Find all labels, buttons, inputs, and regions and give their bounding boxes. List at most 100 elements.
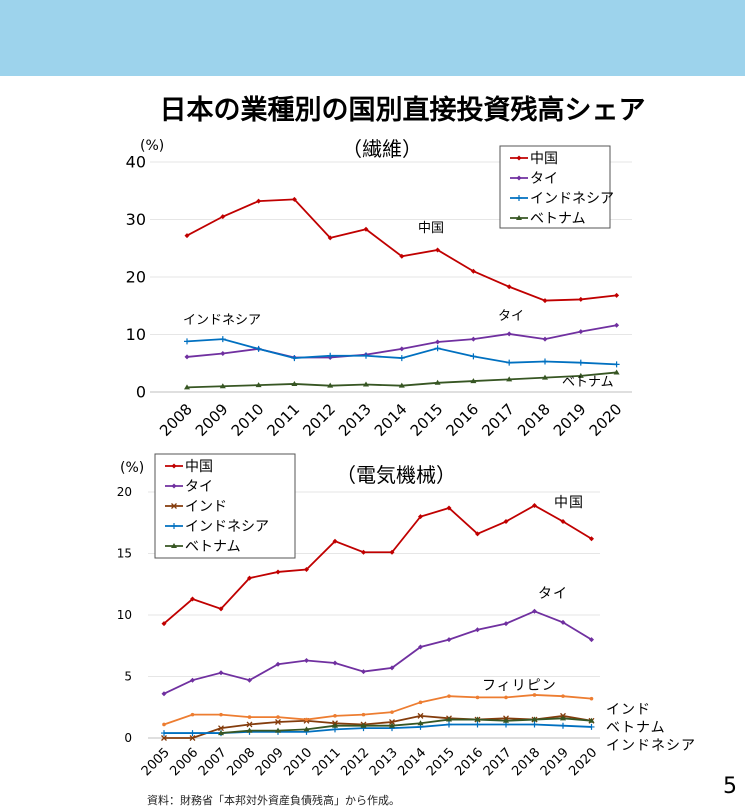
data-point	[360, 722, 367, 728]
data-point	[190, 677, 195, 683]
data-point	[218, 730, 224, 736]
data-point	[399, 346, 405, 352]
series-line	[164, 714, 592, 739]
data-point	[434, 345, 441, 352]
legend-label: インドネシア	[185, 519, 269, 535]
series-label: タイ	[498, 309, 524, 324]
data-point	[389, 665, 395, 671]
series-label: インドネシア	[606, 738, 696, 754]
series-label: 中国	[554, 495, 584, 511]
y-axis-label: (%)	[140, 138, 164, 154]
x-tick-label: 2016	[452, 745, 486, 779]
data-point	[219, 336, 226, 343]
x-tick-label: 2008	[156, 400, 196, 440]
page-title: 日本の業種別の国別直接投資残高シェア	[159, 95, 646, 126]
data-point	[446, 637, 452, 643]
data-point	[418, 700, 423, 705]
data-point	[474, 721, 481, 728]
x-tick-label: 2014	[395, 745, 429, 779]
data-point	[304, 717, 309, 722]
data-point	[218, 670, 224, 676]
chart-title: （電気機械）	[336, 463, 456, 487]
series-line	[163, 504, 592, 625]
data-point	[363, 226, 369, 232]
data-point	[189, 730, 196, 737]
series-line	[163, 694, 592, 726]
data-point	[247, 677, 252, 683]
data-point	[532, 503, 537, 509]
data-point	[304, 566, 309, 572]
page-number: 5	[723, 774, 737, 799]
data-point	[327, 352, 334, 359]
data-point	[589, 536, 594, 542]
data-point	[333, 714, 337, 718]
data-point	[220, 350, 226, 356]
y-tick-label: 0	[136, 383, 146, 402]
data-point	[399, 253, 405, 259]
data-point	[361, 549, 366, 555]
data-point	[470, 336, 476, 342]
data-point	[246, 721, 253, 728]
data-point	[417, 720, 424, 726]
x-tick-label: 2011	[310, 745, 344, 779]
data-point	[332, 722, 338, 728]
data-point	[613, 369, 620, 375]
data-point	[434, 379, 441, 385]
data-point	[361, 712, 366, 717]
series-line	[220, 717, 592, 734]
data-point	[418, 514, 423, 520]
x-tick-label: 2011	[263, 400, 303, 440]
data-point	[506, 331, 512, 337]
legend-marker	[171, 543, 177, 548]
legend-marker	[171, 483, 177, 489]
y-tick-label: 20	[126, 268, 146, 287]
data-point	[446, 505, 452, 511]
data-point	[506, 359, 513, 366]
y-tick-label: 0	[124, 731, 132, 745]
x-tick-label: 2017	[481, 745, 515, 779]
y-tick-label: 40	[126, 153, 146, 172]
series-line	[163, 610, 592, 695]
data-point	[218, 606, 224, 612]
legend-label: タイ	[530, 171, 558, 187]
data-point	[542, 358, 548, 365]
data-point	[560, 519, 566, 525]
data-point	[190, 596, 195, 602]
series-label: タイ	[538, 586, 568, 602]
x-tick-label: 2019	[550, 400, 590, 440]
data-point	[291, 380, 298, 386]
data-point	[184, 338, 190, 345]
x-tick-label: 2016	[442, 400, 482, 440]
data-point	[363, 381, 369, 387]
data-point	[532, 693, 537, 697]
x-tick-label: 2012	[299, 400, 339, 440]
data-point	[470, 268, 476, 274]
data-point	[613, 361, 620, 368]
data-point	[162, 722, 166, 727]
data-point	[589, 696, 594, 701]
series-line	[186, 324, 617, 359]
data-point	[561, 694, 565, 698]
data-point	[184, 384, 190, 390]
data-point	[389, 722, 395, 728]
legend-marker	[171, 463, 177, 469]
data-point	[161, 621, 167, 627]
series-label: 中国	[418, 221, 444, 236]
y-tick-label: 10	[117, 608, 132, 622]
series-label: ベトナム	[562, 375, 614, 390]
data-point	[542, 336, 548, 342]
x-tick-label: 2009	[192, 400, 232, 440]
legend-label: 中国	[185, 459, 213, 475]
data-point	[327, 235, 333, 241]
data-point	[531, 721, 538, 728]
data-point	[390, 710, 394, 714]
data-point	[219, 712, 223, 717]
legend-label: インド	[185, 499, 227, 515]
data-point	[291, 196, 297, 202]
data-point	[291, 355, 298, 362]
data-point	[418, 644, 423, 650]
x-tick-label: 2013	[335, 400, 375, 440]
data-point	[560, 722, 566, 729]
y-tick-label: 10	[126, 325, 146, 344]
data-point	[503, 621, 509, 627]
